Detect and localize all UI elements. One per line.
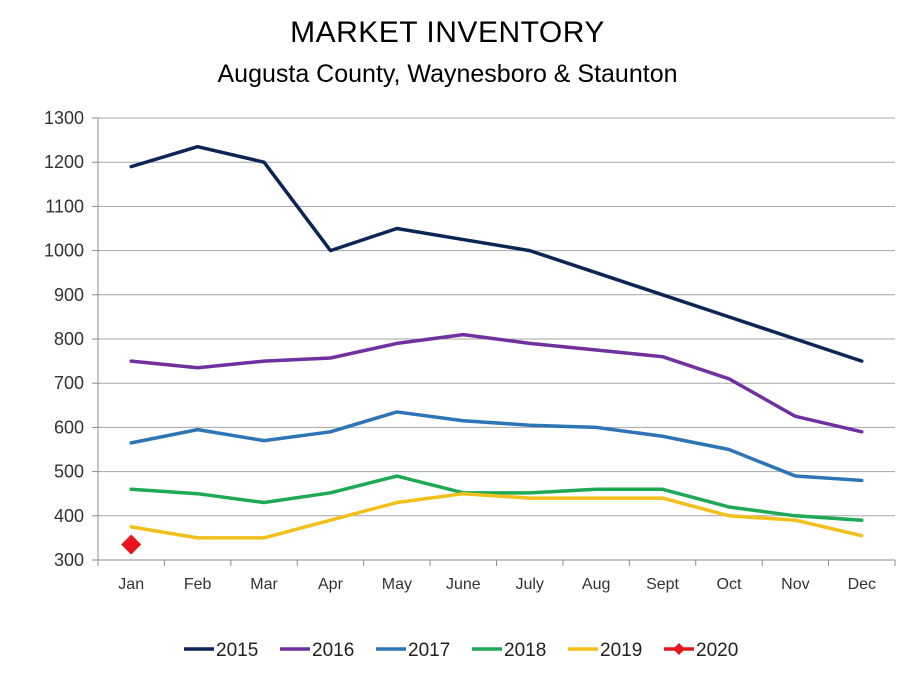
x-tick-label: Mar [250, 576, 278, 593]
legend-label-2016: 2016 [312, 640, 354, 661]
x-tick-label: Sept [646, 576, 679, 593]
y-tick-label: 900 [54, 285, 84, 305]
series-2016-line [129, 332, 864, 434]
legend-marker-2020 [673, 643, 685, 655]
x-tick-label: Apr [318, 576, 344, 593]
y-tick-label: 400 [54, 506, 84, 526]
y-tick-label: 1300 [44, 108, 84, 128]
y-tick-label: 1000 [44, 241, 84, 261]
y-tick-label: 300 [54, 550, 84, 570]
x-tick-label: Dec [848, 576, 876, 593]
legend-label-2019: 2019 [600, 640, 642, 661]
x-tick-label: Oct [717, 576, 742, 593]
y-tick-label: 1100 [45, 196, 84, 216]
legend-label-2017: 2017 [408, 640, 450, 661]
series-2018-line [129, 474, 864, 522]
series-2020-point [121, 534, 142, 555]
y-tick-label: 500 [54, 462, 84, 482]
y-tick-label: 800 [54, 329, 84, 349]
y-tick-label: 600 [54, 417, 84, 437]
legend-label-2020: 2020 [696, 640, 738, 661]
x-tick-label: Aug [582, 576, 610, 593]
chart-subtitle: Augusta County, Waynesboro & Staunton [217, 60, 678, 88]
y-tick-label: 1200 [44, 152, 84, 172]
y-tick-label: 700 [54, 373, 84, 393]
x-tick-label: Feb [184, 576, 212, 593]
x-tick-label: Jan [118, 576, 144, 593]
x-tick-label: May [382, 576, 412, 593]
legend-label-2018: 2018 [504, 640, 546, 661]
chart-title: MARKET INVENTORY [290, 16, 605, 49]
x-tick-label: Nov [781, 576, 809, 593]
series-2017-line [129, 410, 864, 483]
legend-label-2015: 2015 [216, 640, 258, 661]
x-tick-label: July [515, 576, 543, 593]
x-tick-label: June [446, 576, 481, 593]
series-2019-line [129, 491, 864, 540]
series-2015-line [129, 144, 864, 363]
